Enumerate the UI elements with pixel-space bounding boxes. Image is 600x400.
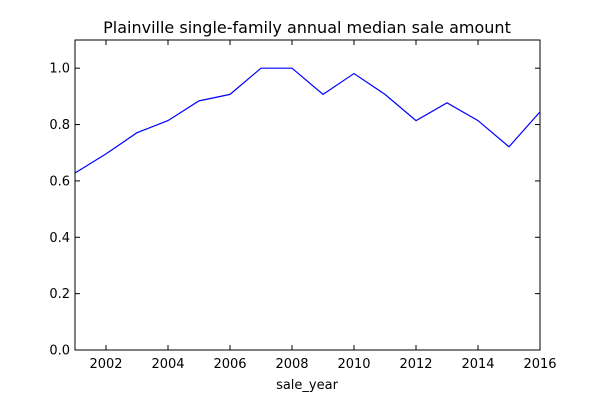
x-axis-label: sale_year xyxy=(276,378,339,393)
x-tick-label: 2014 xyxy=(461,357,494,372)
series-line-0 xyxy=(74,67,541,174)
y-tick-label: 0.8 xyxy=(49,118,70,133)
plot-area xyxy=(74,67,541,174)
x-axis: 2002 2004 2006 2008 2010 2012 2014 2016 xyxy=(89,40,557,372)
x-tick-label: 2008 xyxy=(275,357,308,372)
y-tick-label: 0.6 xyxy=(49,174,70,189)
x-tick-label: 2010 xyxy=(337,357,370,372)
x-tick-label: 2016 xyxy=(523,357,556,372)
y-tick-label: 0.4 xyxy=(49,231,70,246)
y-tick-label: 1.0 xyxy=(49,62,70,77)
x-tick-label: 2004 xyxy=(151,357,184,372)
y-axis: 0.0 0.2 0.4 0.6 0.8 1.0 xyxy=(49,62,540,359)
x-tick-label: 2006 xyxy=(213,357,246,372)
chart-title: Plainville single-family annual median s… xyxy=(103,18,511,37)
x-tick-label: 2012 xyxy=(399,357,432,372)
x-tick-label: 2002 xyxy=(89,357,122,372)
y-tick-label: 0.0 xyxy=(49,344,70,359)
plot-frame xyxy=(74,39,541,351)
y-tick-label: 0.2 xyxy=(49,287,70,302)
